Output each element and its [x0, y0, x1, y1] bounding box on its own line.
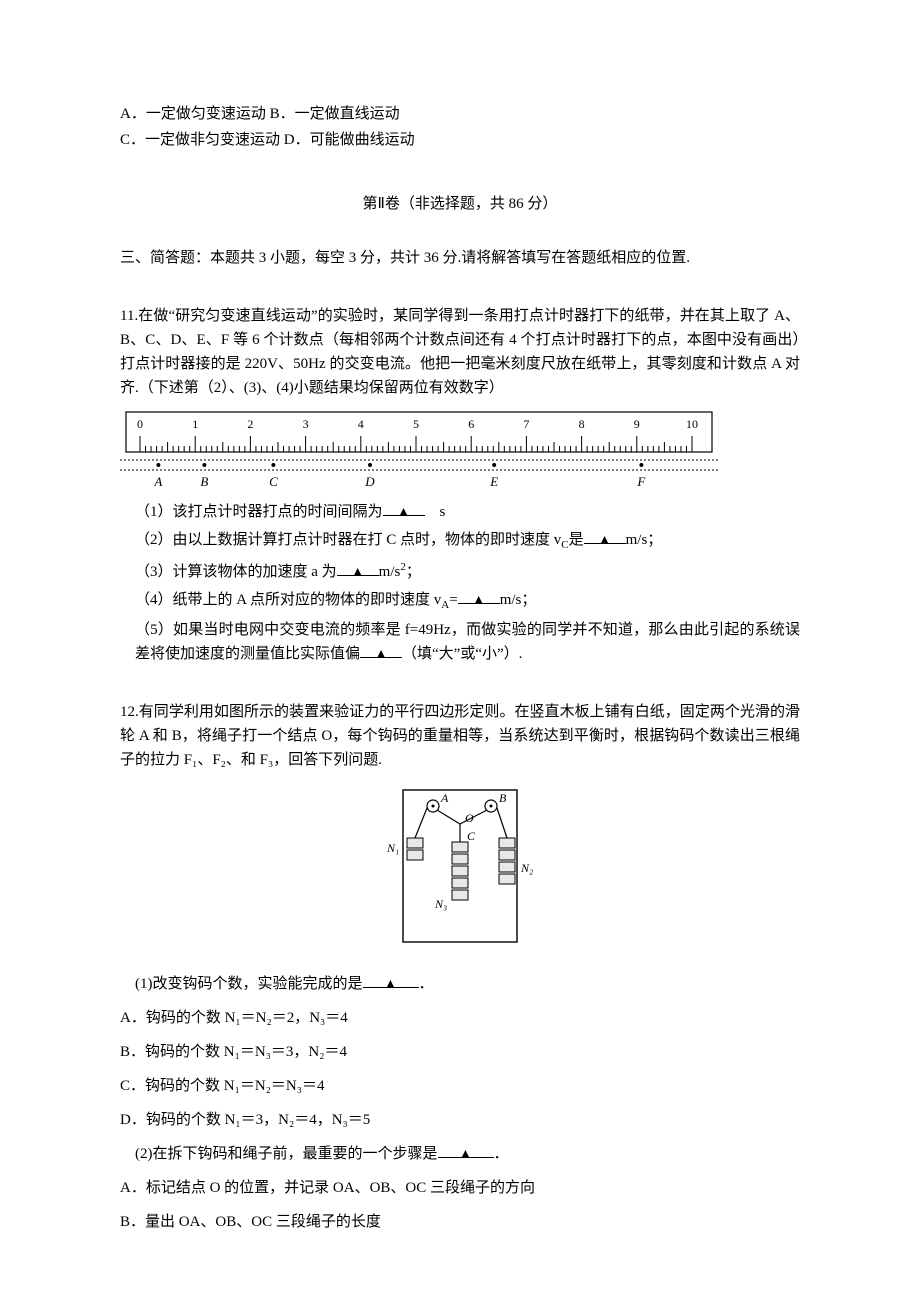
q12-figure: A B O C N₁ [120, 786, 800, 954]
q11-s3c: ； [406, 564, 421, 580]
q12-opt-d: D．钩码的个数 N₁＝3，N₂＝4，N₃＝5 [120, 1108, 800, 1132]
pulley-svg: A B O C N₁ [375, 786, 545, 946]
svg-text:D: D [364, 474, 375, 489]
q11-s5b: （填“大”或“小”）. [402, 646, 522, 662]
q11-s2a: （2）由以上数据计算打点计时器在打 C 点时，物体的即时速度 v [135, 532, 561, 548]
blank-q12-1[interactable]: ▲ [363, 972, 419, 988]
triangle-icon: ▲ [352, 564, 364, 578]
q12-opt-a: A．钩码的个数 N₁＝N₂＝2，N₃＝4 [120, 1006, 800, 1030]
label-N1: N₁ [386, 841, 399, 855]
q12-opt2-a: A．标记结点 O 的位置，并记录 OA、OB、OC 三段绳子的方向 [120, 1176, 800, 1200]
q12-p2b: ． [494, 1146, 509, 1162]
q11-s4c: m/s； [500, 592, 537, 608]
svg-text:9: 9 [634, 417, 640, 431]
svg-text:A: A [153, 474, 162, 489]
svg-text:3: 3 [303, 417, 309, 431]
triangle-icon: ▲ [473, 592, 485, 606]
q11-sub1: （1）该打点计时器打点的时间间隔为 ▲ s [135, 500, 800, 524]
label-C: C [467, 829, 476, 843]
q11-s2-sub: C [561, 539, 568, 551]
q11-sub2: （2）由以上数据计算打点计时器在打 C 点时，物体的即时速度 vC是 ▲ m/s； [135, 528, 800, 555]
q10-opt-c: C．一定做非匀变速运动 D．可能做曲线运动 [120, 128, 800, 152]
triangle-icon: ▲ [398, 504, 410, 518]
q11-s3b: m/s [379, 564, 401, 580]
triangle-icon: ▲ [385, 976, 397, 990]
blank-q11-3[interactable]: ▲ [337, 560, 379, 576]
q11-stem: 11.在做“研究匀变速直线运动”的实验时，某同学得到一条用打点计时器打下的纸带，… [120, 304, 800, 400]
label-B: B [499, 791, 507, 805]
section-2-title: 第Ⅱ卷（非选择题，共 86 分） [120, 192, 800, 216]
svg-text:F: F [636, 474, 646, 489]
svg-text:10: 10 [686, 417, 698, 431]
svg-text:7: 7 [523, 417, 529, 431]
blank-q11-5[interactable]: ▲ [360, 642, 402, 658]
ruler-svg: 0 1 2 3 4 5 6 7 8 9 10 A B C D E F [120, 408, 720, 490]
blank-q11-1[interactable]: ▲ [383, 500, 425, 516]
blank-q11-4[interactable]: ▲ [458, 588, 500, 604]
label-A: A [440, 791, 449, 805]
q12-p1b: ． [419, 976, 434, 992]
stack-n3 [452, 842, 468, 900]
q12-p1: (1)改变钩码个数，实验能完成的是 ▲ ． [135, 972, 800, 996]
q12-opt2-b: B．量出 OA、OB、OC 三段绳子的长度 [120, 1210, 800, 1234]
triangle-icon: ▲ [460, 1146, 472, 1160]
svg-text:8: 8 [579, 417, 585, 431]
svg-text:E: E [489, 474, 498, 489]
q11-s2b: 是 [569, 532, 584, 548]
svg-text:0: 0 [137, 417, 143, 431]
q11-sub3: （3）计算该物体的加速度 a 为▲m/s2； [135, 559, 800, 584]
q12-p2: (2)在拆下钩码和绳子前，最重要的一个步骤是 ▲ ． [135, 1142, 800, 1166]
q11-sub5: （5）如果当时电网中交变电流的频率是 f=49Hz，而做实验的同学并不知道，那么… [135, 618, 800, 666]
q12-p1a: (1)改变钩码个数，实验能完成的是 [135, 976, 363, 992]
svg-text:2: 2 [247, 417, 253, 431]
q11-s2c: m/s； [626, 532, 663, 548]
q12-stem: 12.有同学利用如图所示的装置来验证力的平行四边形定则。在竖直木板上铺有白纸，固… [120, 700, 800, 772]
svg-text:6: 6 [468, 417, 474, 431]
q11-s1a: （1）该打点计时器打点的时间间隔为 [135, 504, 383, 520]
part3-intro: 三、简答题：本题共 3 小题，每空 3 分，共计 36 分.请将解答填写在答题纸… [120, 246, 800, 270]
q12-p2a: (2)在拆下钩码和绳子前，最重要的一个步骤是 [135, 1146, 438, 1162]
q11-s4a: （4）纸带上的 A 点所对应的物体的即时速度 v [135, 592, 441, 608]
svg-text:B: B [200, 474, 208, 489]
svg-text:1: 1 [192, 417, 198, 431]
q12-opt-b: B．钩码的个数 N₁＝N₃＝3，N₂＝4 [120, 1040, 800, 1064]
q12-opt-c: C．钩码的个数 N₁＝N₂＝N₃＝4 [120, 1074, 800, 1098]
q10-opt-a: A．一定做匀变速运动 B．一定做直线运动 [120, 102, 800, 126]
q11-sub4: （4）纸带上的 A 点所对应的物体的即时速度 vA=▲m/s； [135, 588, 800, 615]
q11-s1b: s [425, 504, 446, 520]
q11-s3a: （3）计算该物体的加速度 a 为 [135, 564, 337, 580]
label-N2: N₂ [520, 861, 533, 875]
label-N3: N₃ [434, 897, 447, 911]
q11-ruler-figure: 0 1 2 3 4 5 6 7 8 9 10 A B C D E F [120, 408, 800, 490]
svg-text:5: 5 [413, 417, 419, 431]
blank-q12-2[interactable]: ▲ [438, 1142, 494, 1158]
triangle-icon: ▲ [599, 532, 611, 546]
svg-text:C: C [269, 474, 278, 489]
blank-q11-2[interactable]: ▲ [584, 528, 626, 544]
q11-s4b: = [449, 592, 457, 608]
triangle-icon: ▲ [375, 646, 387, 660]
svg-text:4: 4 [358, 417, 364, 431]
